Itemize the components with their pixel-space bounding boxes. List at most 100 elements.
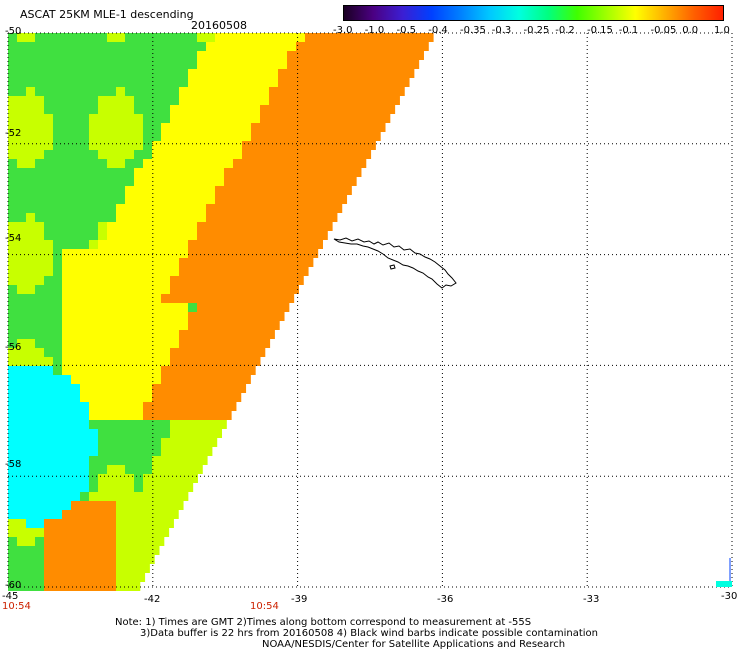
swath-cell — [62, 195, 71, 204]
swath-cell — [98, 42, 107, 51]
swath-cell — [98, 456, 107, 465]
swath-cell — [134, 474, 143, 483]
swath-cell — [206, 114, 215, 123]
swath-cell — [188, 150, 197, 159]
swath-cell — [251, 186, 260, 195]
swath-cell — [350, 60, 359, 69]
swath-cell — [116, 384, 125, 393]
swath-cell — [179, 447, 188, 456]
swath-cell — [8, 69, 17, 78]
swath-cell — [161, 339, 170, 348]
swath-cell — [314, 222, 323, 231]
swath-cell — [53, 285, 62, 294]
swath-cell — [170, 483, 179, 492]
swath-cell — [17, 42, 26, 51]
swath-cell — [386, 114, 391, 123]
swath-cell — [161, 285, 170, 294]
swath-cell — [17, 258, 26, 267]
swath-cell — [35, 240, 44, 249]
swath-cell — [332, 186, 341, 195]
swath-cell — [26, 537, 35, 546]
lon-label: -42 — [144, 594, 161, 605]
swath-cell — [134, 294, 143, 303]
swath-cell — [152, 33, 161, 42]
swath-cell — [143, 330, 152, 339]
swath-cell — [35, 159, 44, 168]
swath-cell — [26, 141, 35, 150]
product-title: ASCAT 25KM MLE-1 descending — [20, 8, 194, 21]
swath-cell — [71, 276, 80, 285]
swath-cell — [98, 411, 107, 420]
swath-cell — [215, 321, 224, 330]
swath-cell — [89, 312, 98, 321]
swath-cell — [413, 51, 422, 60]
swath-cell — [134, 303, 143, 312]
swath-cell — [161, 186, 170, 195]
swath-cell — [368, 60, 377, 69]
swath-cell — [116, 213, 125, 222]
swath-cell — [143, 564, 150, 573]
swath-cell — [287, 87, 296, 96]
swath-cell — [134, 429, 143, 438]
swath-cell — [107, 159, 116, 168]
swath-cell — [188, 195, 197, 204]
swath-cell — [269, 312, 278, 321]
swath-cell — [89, 303, 98, 312]
swath-cell — [26, 105, 35, 114]
swath-cell — [44, 456, 53, 465]
swath-cell — [134, 276, 143, 285]
swath-cell — [107, 105, 116, 114]
swath-cell — [215, 141, 224, 150]
swath-cell — [152, 78, 161, 87]
swath-cell — [260, 249, 269, 258]
swath-cell — [170, 150, 179, 159]
swath-cell — [143, 240, 152, 249]
swath-cell — [161, 447, 170, 456]
swath-cell — [197, 186, 206, 195]
swath-cell — [62, 276, 71, 285]
swath-cell — [62, 96, 71, 105]
swath-cell — [44, 465, 53, 474]
swath-cell — [89, 411, 98, 420]
swath-cell — [134, 159, 143, 168]
swath-cell — [305, 60, 314, 69]
swath-cell — [125, 231, 134, 240]
swath-cell — [260, 114, 269, 123]
swath-cell — [44, 546, 53, 555]
swath-cell — [53, 51, 62, 60]
swath-cell — [260, 186, 269, 195]
swath-cell — [53, 330, 62, 339]
swath-cell — [125, 402, 134, 411]
swath-cell — [17, 366, 26, 375]
swath-cell — [134, 78, 143, 87]
swath-cell — [188, 159, 197, 168]
swath-cell — [359, 141, 368, 150]
swath-cell — [116, 483, 125, 492]
swath-cell — [62, 51, 71, 60]
swath-cell — [242, 213, 251, 222]
swath-cell — [116, 573, 125, 582]
swath-cell — [296, 249, 305, 258]
swath-cell — [53, 438, 62, 447]
swath-cell — [8, 429, 17, 438]
swath-cell — [287, 186, 296, 195]
swath-cell — [125, 510, 134, 519]
swath-cell — [62, 420, 71, 429]
colorbar — [343, 5, 724, 21]
swath-cell — [134, 582, 141, 591]
swath-cell — [17, 33, 26, 42]
swath-cell — [53, 222, 62, 231]
swath-cell — [224, 330, 233, 339]
swath-cell — [89, 555, 98, 564]
swath-cell — [206, 222, 215, 231]
swath-cell — [8, 303, 17, 312]
swath-cell — [107, 51, 116, 60]
swath-cell — [35, 348, 44, 357]
swath-cell — [170, 114, 179, 123]
swath-cell — [359, 96, 368, 105]
swath-cell — [107, 357, 116, 366]
swath-cell — [98, 582, 107, 591]
swath-cell — [53, 510, 62, 519]
swath-cell — [215, 159, 224, 168]
swath-cell — [179, 258, 188, 267]
